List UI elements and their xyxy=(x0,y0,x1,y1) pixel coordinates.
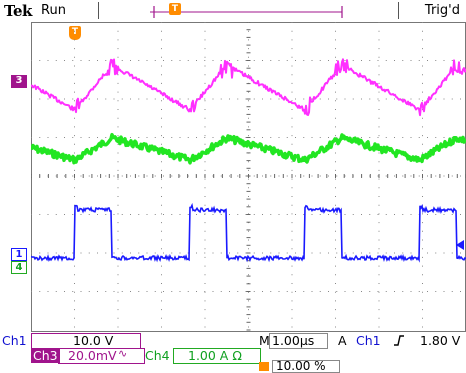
trigger-level[interactable]: 1.80 V xyxy=(420,333,461,348)
trigger-position-readout-icon xyxy=(259,362,269,371)
trigger-position: 10.00 % xyxy=(276,359,326,373)
trigger-level-icon[interactable] xyxy=(456,240,464,250)
timebase-value[interactable]: 1.00µs xyxy=(272,333,315,348)
ch3-label[interactable]: Ch3 xyxy=(31,348,60,363)
brand-logo: Tek xyxy=(4,2,32,20)
status-separator xyxy=(398,2,399,19)
trigger-source[interactable]: Ch1 xyxy=(356,333,381,348)
trigger-position-icon[interactable]: T xyxy=(69,26,81,40)
record-trigger-icon: T xyxy=(169,3,181,15)
status-separator xyxy=(98,2,99,19)
record-view-bar xyxy=(150,6,343,18)
rising-edge-icon xyxy=(394,335,404,346)
bandwidth-limit-icon: ∿ xyxy=(118,347,128,360)
ch4-ground-marker[interactable]: 4 xyxy=(11,261,27,274)
ch1-waveform xyxy=(31,202,466,263)
waveform-display xyxy=(31,22,466,332)
ch4-scale: 1.00 A Ω xyxy=(188,348,242,363)
ch1-label[interactable]: Ch1 xyxy=(2,333,27,348)
ch3-ground-marker[interactable]: 3 xyxy=(11,75,27,88)
timebase-label: M xyxy=(259,333,270,348)
ch4-scale-frame xyxy=(173,348,261,364)
trigger-state: Trig'd xyxy=(424,3,460,18)
ch3-waveform xyxy=(31,58,466,117)
trigger-mode: A xyxy=(338,333,347,348)
ch3-scale: 20.0mV xyxy=(68,348,117,363)
ch1-ground-marker[interactable]: 1 xyxy=(11,248,27,261)
ch1-scale: 10.0 V xyxy=(73,333,114,348)
acquisition-state: Run xyxy=(41,3,66,18)
timebase-frame xyxy=(269,333,328,349)
ch4-waveform xyxy=(31,132,466,165)
ch4-label[interactable]: Ch4 xyxy=(145,348,170,363)
graticule xyxy=(31,22,466,332)
readout-panel: Ch1 10.0 V M 1.00µs A Ch1 1.80 V Ch3 20.… xyxy=(0,332,466,373)
ch3-scale-frame xyxy=(58,348,145,364)
status-bar: Tek Run T Trig'd xyxy=(0,0,466,22)
